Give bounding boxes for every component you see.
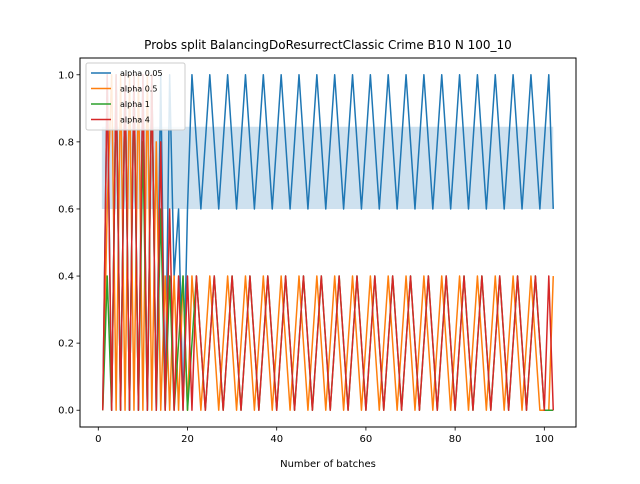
y-axis: 0.0 0.2 0.4 0.6 0.8 1.0 xyxy=(58,70,80,417)
y-tick-label: 0.0 xyxy=(58,406,74,417)
y-tick-label: 0.4 xyxy=(58,272,74,283)
plot-area-frame xyxy=(79,57,577,428)
legend-label-alpha-0-5: alpha 0.5 xyxy=(120,85,157,94)
series-alpha-0-5-line xyxy=(101,74,555,411)
x-tick-label: 20 xyxy=(181,434,194,445)
y-tick-label: 0.6 xyxy=(58,204,74,215)
y-tick-label: 0.8 xyxy=(58,137,74,148)
legend-label-alpha-0-05: alpha 0.05 xyxy=(120,69,163,78)
x-axis: 0 20 40 60 80 100 xyxy=(95,427,554,445)
y-tick-label: 0.2 xyxy=(58,339,74,350)
legend-frame xyxy=(85,62,186,131)
y-tick-label: 1.0 xyxy=(58,70,74,81)
x-tick-label: 40 xyxy=(270,434,283,445)
legend-items: alpha 0.05 alpha 0.5 alpha 1 alpha 4 xyxy=(91,69,163,125)
legend: alpha 0.05 alpha 0.5 alpha 1 alpha 4 xyxy=(85,62,186,131)
x-tick-label: 0 xyxy=(95,434,101,445)
series-alpha-4-line xyxy=(101,74,555,411)
series-layer xyxy=(101,74,555,411)
chart-title: Probs split BalancingDoResurrectClassic … xyxy=(144,38,512,52)
x-tick-label: 80 xyxy=(449,434,462,445)
legend-label-alpha-4: alpha 4 xyxy=(120,116,150,125)
x-tick-label: 100 xyxy=(535,434,554,445)
legend-label-alpha-1: alpha 1 xyxy=(120,100,150,109)
x-axis-label: Number of batches xyxy=(280,459,376,470)
x-tick-label: 60 xyxy=(360,434,373,445)
